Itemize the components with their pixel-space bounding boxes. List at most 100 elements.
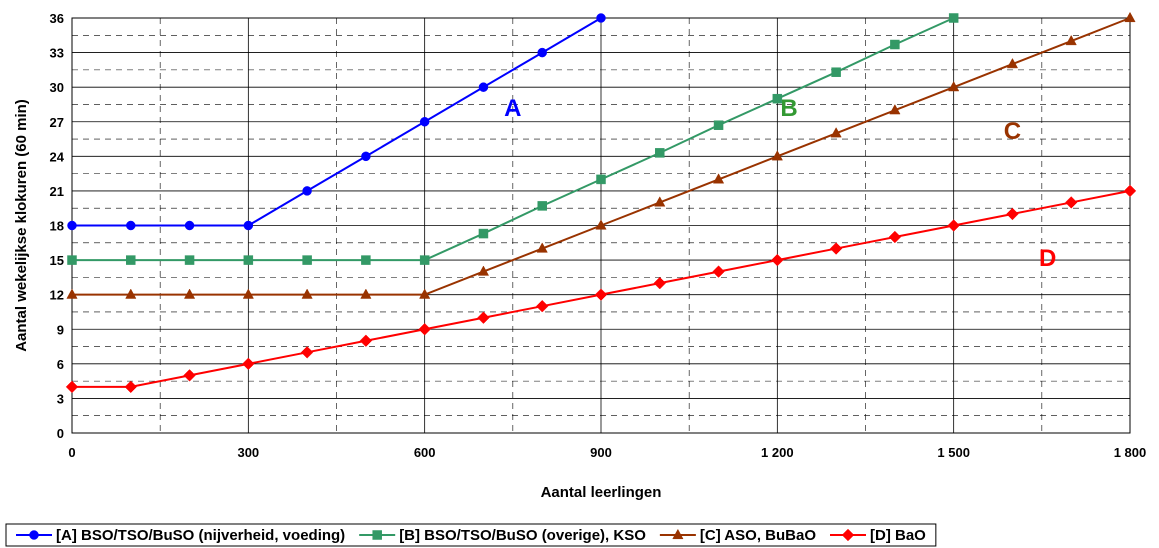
legend-item: [D] BaO	[830, 527, 926, 544]
x-tick-label: 1 500	[937, 445, 970, 460]
y-tick-label: 12	[50, 288, 64, 303]
y-tick-label: 6	[57, 357, 64, 372]
series-label-b: B	[780, 95, 797, 122]
data-point	[124, 380, 137, 394]
data-point	[771, 150, 783, 161]
y-tick-label: 18	[50, 219, 64, 234]
series-b	[67, 13, 959, 265]
y-tick-label: 0	[57, 426, 64, 441]
series-layer	[65, 11, 1137, 394]
y-tick-label: 30	[50, 80, 64, 95]
data-point	[372, 530, 382, 540]
data-point	[672, 528, 684, 540]
data-point	[184, 255, 195, 265]
data-point	[360, 288, 372, 299]
data-point	[841, 528, 855, 542]
data-point	[300, 346, 314, 359]
y-tick-label: 15	[50, 253, 64, 268]
data-point	[243, 255, 254, 265]
data-point	[1123, 184, 1137, 198]
y-tick-label: 27	[50, 115, 64, 130]
y-tick-label: 33	[50, 46, 64, 61]
data-point	[829, 242, 843, 255]
data-point	[948, 81, 960, 92]
y-tick-label: 3	[57, 391, 64, 406]
legend: [A] BSO/TSO/BuSO (nijverheid, voeding) [B…	[5, 523, 937, 547]
x-tick-label: 0	[68, 445, 75, 460]
series-c	[66, 11, 1136, 299]
series-label-d: D	[1039, 245, 1056, 272]
data-point	[1065, 196, 1078, 209]
y-tick-label: 36	[50, 11, 64, 26]
data-point	[361, 255, 371, 265]
data-point	[126, 255, 136, 265]
data-point	[67, 220, 77, 231]
data-point	[831, 67, 841, 77]
x-tick-label: 600	[414, 445, 436, 460]
data-point	[301, 288, 313, 299]
data-point	[596, 174, 606, 185]
data-point	[771, 253, 784, 267]
legend-label: [D] BaO	[870, 527, 926, 544]
data-point	[712, 265, 725, 278]
data-point	[772, 93, 783, 104]
legend-box	[5, 523, 937, 547]
data-point	[302, 255, 312, 265]
data-point	[65, 380, 79, 394]
data-point	[594, 288, 608, 301]
y-tick-label: 24	[50, 149, 65, 164]
data-point	[1124, 11, 1136, 23]
series-label-a: A	[504, 95, 521, 122]
data-point	[183, 288, 196, 299]
data-point	[830, 127, 842, 138]
data-point	[361, 151, 371, 162]
x-tick-label: 1 200	[761, 445, 794, 460]
data-point	[302, 186, 312, 196]
data-point	[67, 255, 77, 265]
data-point	[478, 82, 489, 92]
data-point	[890, 39, 900, 50]
data-point	[537, 47, 547, 58]
data-point	[419, 288, 431, 299]
data-point	[29, 530, 39, 540]
y-tick-label: 21	[50, 184, 64, 199]
data-point	[596, 13, 606, 23]
y-tick-label: 9	[57, 322, 64, 337]
data-point	[242, 357, 255, 371]
data-point	[655, 148, 665, 158]
data-point	[889, 104, 901, 115]
data-point	[1065, 34, 1077, 46]
data-point	[184, 220, 195, 231]
data-point	[536, 299, 549, 313]
data-point	[419, 117, 430, 127]
series-d	[65, 184, 1137, 394]
data-point	[713, 120, 724, 130]
data-point	[125, 288, 137, 299]
series-label-c: C	[1004, 118, 1021, 145]
series-line	[72, 17, 955, 262]
x-tick-label: 900	[590, 445, 612, 460]
series-labels: A B C D	[504, 95, 1056, 272]
legend-label: [C] ASO, BuBaO	[700, 527, 816, 544]
data-point	[653, 276, 666, 290]
data-point	[242, 288, 254, 299]
data-point	[183, 369, 196, 382]
x-axis-ticks: 0 300 600 900 1 200 1 500 1 800	[68, 445, 1146, 460]
legend-label: [B] BSO/TSO/BuSO (overige), KSO	[399, 527, 646, 544]
legend-item: [C] ASO, BuBaO	[659, 527, 816, 544]
legend-item: [B] BSO/TSO/BuSO (overige), KSO	[359, 527, 646, 544]
data-point	[595, 219, 607, 230]
data-point	[888, 230, 902, 244]
series-line	[72, 17, 602, 227]
legend-item: [A] BSO/TSO/BuSO (nijverheid, voeding)	[16, 527, 345, 544]
x-axis-title: Aantal leerlingen	[541, 484, 662, 501]
data-point	[948, 13, 959, 23]
data-point	[419, 255, 430, 265]
data-point	[947, 219, 960, 232]
y-axis-title: Aantal wekelijkse klokuren (60 min)	[13, 99, 30, 352]
data-point	[537, 201, 547, 211]
data-point	[66, 288, 78, 299]
data-point	[654, 196, 666, 207]
